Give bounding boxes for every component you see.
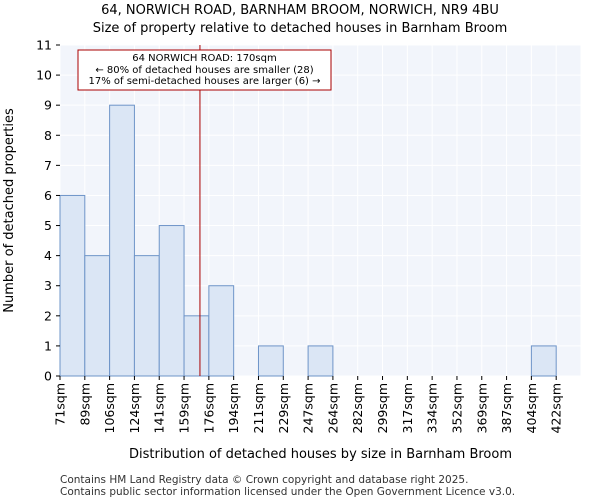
footer-line1: Contains HM Land Registry data © Crown c… [60,474,468,486]
x-tick-label: 229sqm [276,383,291,433]
y-tick-label: 0 [44,369,52,384]
x-tick-label: 334sqm [425,383,440,433]
x-tick-label: 352sqm [449,383,464,433]
y-tick-label: 9 [44,98,52,113]
x-tick-label: 89sqm [77,383,92,426]
footer-line2: Contains public sector information licen… [60,486,515,498]
x-tick-label: 141sqm [152,383,167,433]
annotation-line3: 17% of semi-detached houses are larger (… [88,76,320,87]
bar-247sqm [307,345,334,377]
chart-title-line2: Size of property relative to detached ho… [93,21,508,36]
annotation: 64 NORWICH ROAD: 170sqm ← 80% of detache… [77,49,332,91]
y-tick-label: 6 [44,188,52,203]
bar-159sqm [183,315,210,377]
y-tick-label: 11 [36,38,52,53]
chart-title-line1: 64, NORWICH ROAD, BARNHAM BROOM, NORWICH… [101,3,499,18]
y-tick-label: 10 [36,68,52,83]
x-tick-label: 176sqm [201,383,216,433]
x-tick-label: 317sqm [400,383,415,433]
x-tick-label: 71sqm [53,383,68,426]
annotation-line2: ← 80% of detached houses are smaller (28… [95,65,313,76]
y-axis-ticks: 0 1 2 3 4 5 6 7 8 9 10 11 [36,38,60,384]
y-tick-label: 7 [44,158,52,173]
x-tick-label: 422sqm [549,383,564,433]
x-tick-label: 299sqm [375,383,390,433]
y-tick-label: 5 [44,218,52,233]
x-tick-label: 106sqm [102,383,117,433]
x-tick-label: 404sqm [524,383,539,433]
y-tick-label: 8 [44,128,52,143]
x-tick-label: 159sqm [177,383,192,433]
y-tick-label: 2 [44,308,52,323]
bar-141sqm [158,225,185,377]
y-tick-label: 1 [44,338,52,353]
y-tick-label: 3 [44,278,52,293]
bar-176sqm [208,285,235,377]
bar-211sqm [257,345,284,377]
bar-106sqm [109,104,135,377]
x-tick-label: 282sqm [350,383,365,433]
annotation-line1: 64 NORWICH ROAD: 170sqm [132,53,276,64]
x-tick-label: 211sqm [251,383,266,433]
x-tick-label: 194sqm [226,383,241,433]
x-tick-label: 369sqm [474,383,489,433]
x-axis-ticks: 71sqm 89sqm 106sqm 124sqm 141sqm 159sqm 176sqm… [53,376,564,433]
bar-89sqm [84,255,111,377]
x-tick-label: 264sqm [325,383,340,433]
annotation-box [77,49,332,91]
bar-124sqm [133,255,160,377]
x-tick-label: 247sqm [301,383,316,433]
bars [59,104,557,377]
x-axis-label: Distribution of detached houses by size … [129,447,512,462]
x-tick-label: 387sqm [499,383,514,433]
y-axis-label: Number of detached properties [2,108,17,313]
y-tick-label: 4 [44,248,52,263]
x-tick-label: 124sqm [127,383,142,433]
bar-71sqm [59,194,86,377]
bar-404sqm [530,345,557,377]
